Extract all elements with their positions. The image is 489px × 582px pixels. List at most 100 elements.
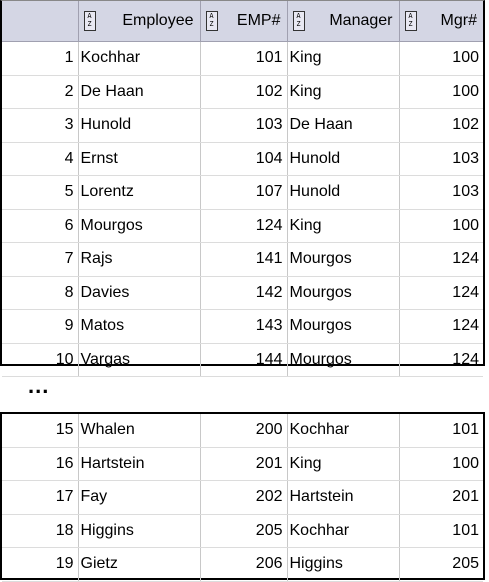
employee-cell[interactable]: Mourgos [78, 209, 201, 243]
row-number-cell[interactable]: 9 [2, 309, 79, 344]
mgr-number-cell[interactable]: 124 [399, 242, 483, 277]
mgr-number-cell[interactable]: 205 [399, 547, 483, 582]
manager-cell[interactable]: De Haan [287, 108, 400, 143]
row-number-cell[interactable]: 3 [2, 108, 79, 143]
employee-cell[interactable]: Ernst [78, 142, 201, 176]
manager-cell[interactable]: Hartstein [287, 480, 400, 515]
table-row[interactable]: 6 Mourgos 124 King 100 [2, 209, 483, 243]
employee-cell[interactable]: Whalen [78, 414, 201, 448]
emp-number-cell[interactable]: 142 [200, 276, 288, 310]
emp-number-cell[interactable]: 141 [200, 242, 288, 277]
manager-cell[interactable]: Hunold [287, 142, 400, 176]
row-number-cell[interactable]: 4 [2, 142, 79, 176]
mgr-number-cell[interactable]: 100 [399, 75, 483, 109]
emp-number-cell[interactable]: 101 [200, 41, 288, 76]
employee-cell[interactable]: Kochhar [78, 41, 201, 76]
row-number-cell[interactable]: 15 [2, 414, 79, 448]
manager-cell[interactable]: Higgins [287, 547, 400, 582]
emp-number-cell[interactable]: 103 [200, 108, 288, 143]
mgr-number-cell[interactable]: 201 [399, 480, 483, 515]
table-row[interactable]: 18 Higgins 205 Kochhar 101 [2, 514, 483, 548]
table-row[interactable]: 5 Lorentz 107 Hunold 103 [2, 175, 483, 210]
table-row[interactable]: 19 Gietz 206 Higgins 205 [2, 547, 483, 582]
results-table-continued: 15 Whalen 200 Kochhar 101 16 Hartstein 201 King 1… [2, 414, 483, 582]
row-number-cell[interactable]: 17 [2, 480, 79, 515]
table-row[interactable]: 16 Hartstein 201 King 100 [2, 447, 483, 481]
emp-number-cell[interactable]: 107 [200, 175, 288, 210]
table-row[interactable]: 8 Davies 142 Mourgos 124 [2, 276, 483, 310]
emp-number-cell[interactable]: 200 [200, 414, 288, 448]
manager-cell[interactable]: Mourgos [287, 276, 400, 310]
employee-cell[interactable]: Rajs [78, 242, 201, 277]
manager-cell[interactable]: Hunold [287, 175, 400, 210]
manager-cell[interactable]: Mourgos [287, 309, 400, 344]
table-row[interactable]: 2 De Haan 102 King 100 [2, 75, 483, 109]
emp-number-cell[interactable]: 144 [200, 343, 288, 377]
manager-cell[interactable]: King [287, 447, 400, 481]
table-row[interactable]: 4 Ernst 104 Hunold 103 [2, 142, 483, 176]
row-number-cell[interactable]: 16 [2, 447, 79, 481]
table-row[interactable]: 9 Matos 143 Mourgos 124 [2, 309, 483, 344]
mgr-number-cell[interactable]: 100 [399, 447, 483, 481]
row-number-cell[interactable]: 7 [2, 242, 79, 277]
employee-cell[interactable]: Hunold [78, 108, 201, 143]
mgr-number-cell[interactable]: 124 [399, 276, 483, 310]
table-row[interactable]: 15 Whalen 200 Kochhar 101 [2, 414, 483, 448]
table-row[interactable]: 7 Rajs 141 Mourgos 124 [2, 242, 483, 277]
row-number-cell[interactable]: 5 [2, 175, 79, 210]
employee-cell[interactable]: Fay [78, 480, 201, 515]
manager-cell[interactable]: Mourgos [287, 343, 400, 377]
row-number-cell[interactable]: 8 [2, 276, 79, 310]
mgr-number-cell[interactable]: 102 [399, 108, 483, 143]
employee-cell[interactable]: Hartstein [78, 447, 201, 481]
mgr-number-cell[interactable]: 100 [399, 41, 483, 76]
emp-number-cell[interactable]: 201 [200, 447, 288, 481]
manager-cell[interactable]: King [287, 41, 400, 76]
row-number-cell[interactable]: 6 [2, 209, 79, 243]
manager-cell[interactable]: Mourgos [287, 242, 400, 277]
mgr-number-cell[interactable]: 101 [399, 414, 483, 448]
manager-cell[interactable]: King [287, 75, 400, 109]
table-row[interactable]: 10 Vargas 144 Mourgos 124 [2, 343, 483, 377]
row-number-cell[interactable]: 18 [2, 514, 79, 548]
employee-cell[interactable]: De Haan [78, 75, 201, 109]
manager-cell[interactable]: King [287, 209, 400, 243]
emp-number-cell[interactable]: 202 [200, 480, 288, 515]
mgr-number-cell[interactable]: 103 [399, 175, 483, 210]
row-number-cell[interactable]: 19 [2, 547, 79, 582]
emp-number-cell[interactable]: 124 [200, 209, 288, 243]
employee-cell[interactable]: Vargas [78, 343, 201, 377]
table-row[interactable]: 3 Hunold 103 De Haan 102 [2, 108, 483, 143]
emp-number-cell[interactable]: 104 [200, 142, 288, 176]
employee-cell[interactable]: Higgins [78, 514, 201, 548]
mgr-number-cell[interactable]: 100 [399, 209, 483, 243]
table-row[interactable]: 1 Kochhar 101 King 100 [2, 41, 483, 76]
table-row[interactable]: 17 Fay 202 Hartstein 201 [2, 480, 483, 515]
employee-cell[interactable]: Davies [78, 276, 201, 310]
row-number-cell[interactable]: 10 [2, 343, 79, 377]
mgr-number-cell[interactable]: 103 [399, 142, 483, 176]
row-number-cell[interactable]: 1 [2, 41, 79, 76]
manager-cell[interactable]: Kochhar [287, 414, 400, 448]
mgr-number-cell[interactable]: 101 [399, 514, 483, 548]
mgr-number-cell[interactable]: 124 [399, 343, 483, 377]
employee-cell[interactable]: Lorentz [78, 175, 201, 210]
manager-cell[interactable]: Kochhar [287, 514, 400, 548]
employee-cell[interactable]: Matos [78, 309, 201, 344]
row-number-cell[interactable]: 2 [2, 75, 79, 109]
mgr-number-cell[interactable]: 124 [399, 309, 483, 344]
emp-number-cell[interactable]: 143 [200, 309, 288, 344]
emp-number-cell[interactable]: 102 [200, 75, 288, 109]
emp-number-cell[interactable]: 205 [200, 514, 288, 548]
employee-cell[interactable]: Gietz [78, 547, 201, 582]
emp-number-cell[interactable]: 206 [200, 547, 288, 582]
